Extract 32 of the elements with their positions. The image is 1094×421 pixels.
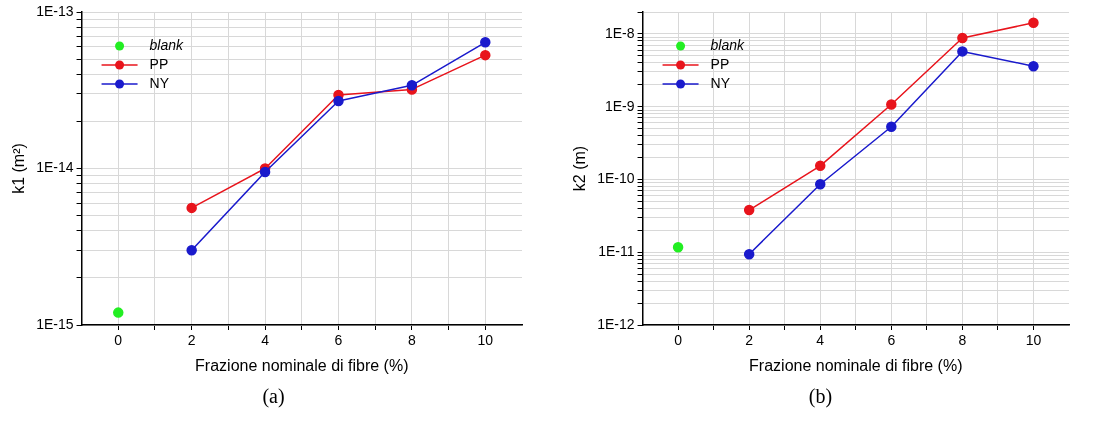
x-tick-label: 4 xyxy=(261,332,270,349)
legend-label: blank xyxy=(710,36,746,53)
y-tick-label: 1E-12 xyxy=(597,315,635,332)
y-axis-title: k2 (m) xyxy=(571,145,589,192)
x-tick-label: 6 xyxy=(887,332,896,349)
x-tick-label: 2 xyxy=(187,332,196,349)
y-tick-label: 1E-8 xyxy=(604,24,635,41)
x-axis-title: Frazione nominale di fibre (%) xyxy=(749,356,963,374)
x-tick-label: 8 xyxy=(407,332,416,349)
legend-label: PP xyxy=(710,55,730,72)
y-tick-label: 1E-13 xyxy=(36,2,74,19)
y-tick-label: 1E-9 xyxy=(604,97,635,114)
legend-label: NY xyxy=(710,74,731,91)
x-tick-label: 6 xyxy=(334,332,343,349)
y-tick-label: 1E-10 xyxy=(597,170,635,187)
x-tick-label: 10 xyxy=(477,332,494,349)
y-tick-label: 1E-15 xyxy=(36,315,74,332)
x-tick-label: 0 xyxy=(114,332,123,349)
x-tick-label: 2 xyxy=(745,332,754,349)
x-tick-label: 4 xyxy=(816,332,825,349)
legend-label: NY xyxy=(149,74,170,91)
text: (a) xyxy=(261,385,286,408)
y-tick-label: 1E-14 xyxy=(36,159,74,176)
x-axis-title: Frazione nominale di fibre (%) xyxy=(195,356,409,374)
x-tick-label: 8 xyxy=(958,332,967,349)
y-axis-title: k1 (m²) xyxy=(10,143,28,194)
x-tick-label: 10 xyxy=(1025,332,1042,349)
text: (b) xyxy=(807,385,834,408)
legend-label: blank xyxy=(149,36,185,53)
y-tick-label: 1E-11 xyxy=(598,243,635,260)
x-tick-label: 0 xyxy=(674,332,683,349)
legend-label: PP xyxy=(149,55,169,72)
